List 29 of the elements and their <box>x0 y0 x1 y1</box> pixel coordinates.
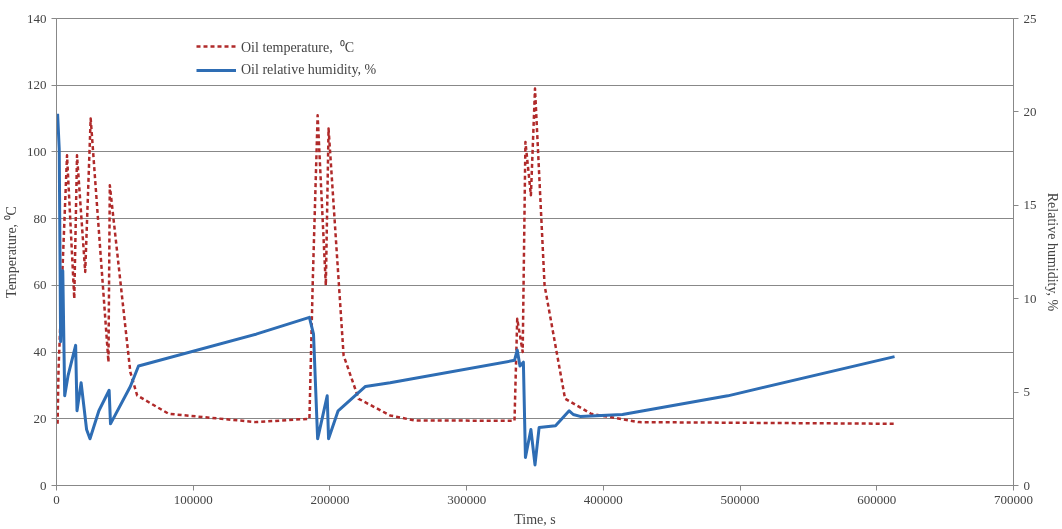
legend-label: Oil temperature, ⁰C <box>241 38 355 56</box>
y-tick-label: 0 <box>40 477 47 493</box>
y2-tick-label: 0 <box>1023 477 1030 493</box>
y-tick-label: 140 <box>27 10 47 26</box>
y-tick-label: 100 <box>27 143 47 159</box>
x-tick-label: 700000 <box>994 491 1033 507</box>
x-tick-label: 200000 <box>310 491 350 507</box>
x-tick-label: 300000 <box>447 491 487 507</box>
x-tick-label: 400000 <box>583 491 623 507</box>
x-axis-title: Time, s <box>514 511 556 527</box>
y2-tick-label: 20 <box>1023 103 1037 119</box>
y-tick-label: 60 <box>33 277 47 293</box>
y-axis-title: Temperature, ⁰C <box>4 206 19 298</box>
y2-tick-label: 15 <box>1023 197 1037 213</box>
x-tick-label: 0 <box>53 491 60 507</box>
legend-label: Oil relative humidity, % <box>241 62 377 78</box>
y-tick-label: 20 <box>33 410 47 426</box>
x-tick-label: 100000 <box>173 491 213 507</box>
line-series <box>56 87 896 426</box>
y2-tick-label: 5 <box>1023 384 1030 400</box>
y-tick-label: 40 <box>33 344 47 360</box>
y2-axis-title: Relative humidity, % <box>1044 192 1060 312</box>
x-tick-label: 600000 <box>857 491 897 507</box>
y-tick-label: 80 <box>33 210 47 226</box>
y2-tick-label: 25 <box>1023 10 1037 26</box>
y-tick-label: 120 <box>27 77 47 93</box>
x-tick-label: 500000 <box>720 491 760 507</box>
y2-tick-label: 10 <box>1023 290 1037 306</box>
line-series <box>56 112 897 467</box>
